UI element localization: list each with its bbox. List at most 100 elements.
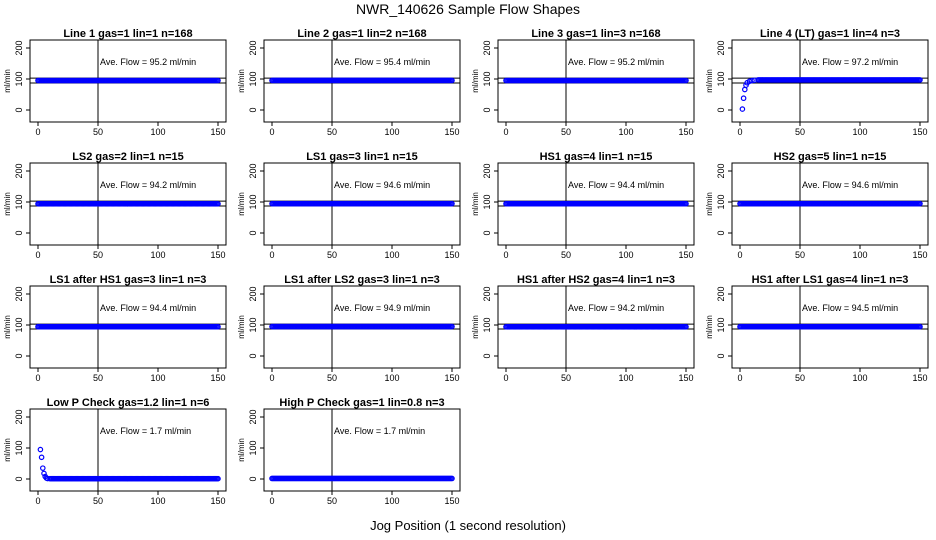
average-flow-annotation: Ave. Flow = 94.5 ml/min xyxy=(802,303,898,313)
data-point xyxy=(917,323,923,330)
average-flow-annotation: Ave. Flow = 94.2 ml/min xyxy=(100,180,196,190)
panel-title: High P Check gas=1 lin=0.8 n=3 xyxy=(279,397,444,409)
y-tick-label: 0 xyxy=(248,476,258,481)
x-tick-label: 50 xyxy=(93,250,103,260)
y-tick-label: 200 xyxy=(14,163,24,178)
x-tick-label: 150 xyxy=(912,373,927,383)
x-axis-caption: Jog Position (1 second resolution) xyxy=(370,518,566,533)
x-tick-label: 50 xyxy=(93,373,103,383)
x-tick-label: 100 xyxy=(852,373,867,383)
x-tick-label: 100 xyxy=(150,373,165,383)
panel-title: Low P Check gas=1.2 lin=1 n=6 xyxy=(47,397,210,409)
x-tick-label: 50 xyxy=(561,373,571,383)
panel-7: HS1 gas=4 lin=1 n=15 0 50 100 150 0 100 200 ml/m… xyxy=(471,151,695,260)
plot-frame xyxy=(29,285,227,369)
x-tick-label: 0 xyxy=(269,373,274,383)
data-point xyxy=(449,200,455,207)
y-axis-label: ml/min xyxy=(471,192,480,216)
data-point xyxy=(215,200,221,207)
y-tick-label: 0 xyxy=(248,353,258,358)
x-tick-label: 100 xyxy=(618,250,633,260)
panel-title: HS2 gas=5 lin=1 n=15 xyxy=(774,151,887,163)
y-tick-label: 100 xyxy=(14,440,24,455)
x-tick-label: 100 xyxy=(852,250,867,260)
panel-1: Line 1 gas=1 lin=1 n=168 0 50 100 150 0 100 200… xyxy=(3,28,227,137)
average-flow-annotation: Ave. Flow = 94.9 ml/min xyxy=(334,303,430,313)
x-tick-label: 100 xyxy=(384,373,399,383)
plot-frame xyxy=(263,285,461,369)
panel-title: Line 4 (LT) gas=1 lin=4 n=3 xyxy=(760,28,900,40)
x-tick-label: 150 xyxy=(444,496,459,506)
panel-title: HS1 after LS1 gas=4 lin=1 n=3 xyxy=(752,274,909,286)
data-point xyxy=(449,323,455,330)
plot-frame xyxy=(731,162,929,246)
y-tick-label: 200 xyxy=(248,286,258,301)
y-axis-label: ml/min xyxy=(237,69,246,93)
x-tick-label: 150 xyxy=(210,373,225,383)
plot-frame xyxy=(263,162,461,246)
x-tick-label: 150 xyxy=(210,250,225,260)
y-axis-label: ml/min xyxy=(237,438,246,462)
y-axis-label: ml/min xyxy=(3,192,12,216)
average-flow-annotation: Ave. Flow = 97.2 ml/min xyxy=(802,57,898,67)
x-tick-label: 50 xyxy=(561,127,571,137)
x-tick-label: 150 xyxy=(678,127,693,137)
average-flow-annotation: Ave. Flow = 95.4 ml/min xyxy=(334,57,430,67)
panel-title: HS1 after HS2 gas=4 lin=1 n=3 xyxy=(517,274,675,286)
x-tick-label: 100 xyxy=(618,373,633,383)
y-tick-label: 100 xyxy=(482,71,492,86)
y-tick-label: 0 xyxy=(14,476,24,481)
plot-frame xyxy=(29,162,227,246)
x-tick-label: 150 xyxy=(210,127,225,137)
x-tick-label: 100 xyxy=(852,127,867,137)
data-point xyxy=(215,77,221,84)
panel-9: LS1 after HS1 gas=3 lin=1 n=3 0 50 100 150 0 1… xyxy=(3,274,227,383)
panel-8: HS2 gas=5 lin=1 n=15 0 50 100 150 0 100 200 ml/m… xyxy=(705,151,929,260)
y-tick-label: 100 xyxy=(716,71,726,86)
y-axis-label: ml/min xyxy=(3,315,12,339)
panel-6: LS1 gas=3 lin=1 n=15 0 50 100 150 0 100 200 ml/m… xyxy=(237,151,461,260)
x-tick-label: 50 xyxy=(327,496,337,506)
x-tick-label: 0 xyxy=(503,373,508,383)
average-flow-annotation: Ave. Flow = 94.2 ml/min xyxy=(568,303,664,313)
y-tick-label: 100 xyxy=(716,317,726,332)
plot-frame xyxy=(731,285,929,369)
x-tick-label: 0 xyxy=(737,250,742,260)
y-tick-label: 100 xyxy=(248,440,258,455)
x-tick-label: 0 xyxy=(269,496,274,506)
x-tick-label: 150 xyxy=(444,373,459,383)
y-axis-label: ml/min xyxy=(3,69,12,93)
data-point xyxy=(749,77,755,84)
x-tick-label: 150 xyxy=(678,373,693,383)
y-tick-label: 100 xyxy=(482,194,492,209)
y-tick-label: 200 xyxy=(716,40,726,55)
average-flow-annotation: Ave. Flow = 95.2 ml/min xyxy=(568,57,664,67)
y-tick-label: 0 xyxy=(248,230,258,235)
y-axis-label: ml/min xyxy=(471,315,480,339)
page-title: NWR_140626 Sample Flow Shapes xyxy=(355,1,581,17)
x-tick-label: 50 xyxy=(795,127,805,137)
average-flow-annotation: Ave. Flow = 94.4 ml/min xyxy=(568,180,664,190)
x-tick-label: 50 xyxy=(327,250,337,260)
y-tick-label: 200 xyxy=(716,286,726,301)
y-tick-label: 100 xyxy=(14,71,24,86)
x-tick-label: 50 xyxy=(93,127,103,137)
plot-frame xyxy=(497,39,695,123)
data-point xyxy=(740,95,747,102)
data-point xyxy=(215,475,221,482)
x-tick-label: 0 xyxy=(269,127,274,137)
x-tick-label: 50 xyxy=(327,127,337,137)
y-tick-label: 200 xyxy=(14,409,24,424)
y-tick-label: 0 xyxy=(248,107,258,112)
x-tick-label: 100 xyxy=(384,250,399,260)
x-tick-label: 0 xyxy=(269,250,274,260)
x-tick-label: 150 xyxy=(444,250,459,260)
x-tick-label: 150 xyxy=(678,250,693,260)
data-point xyxy=(917,77,923,83)
y-axis-label: ml/min xyxy=(3,438,12,462)
x-tick-label: 100 xyxy=(150,496,165,506)
x-tick-label: 0 xyxy=(503,127,508,137)
y-tick-label: 100 xyxy=(14,317,24,332)
data-point xyxy=(739,106,746,112)
data-point xyxy=(38,454,45,461)
